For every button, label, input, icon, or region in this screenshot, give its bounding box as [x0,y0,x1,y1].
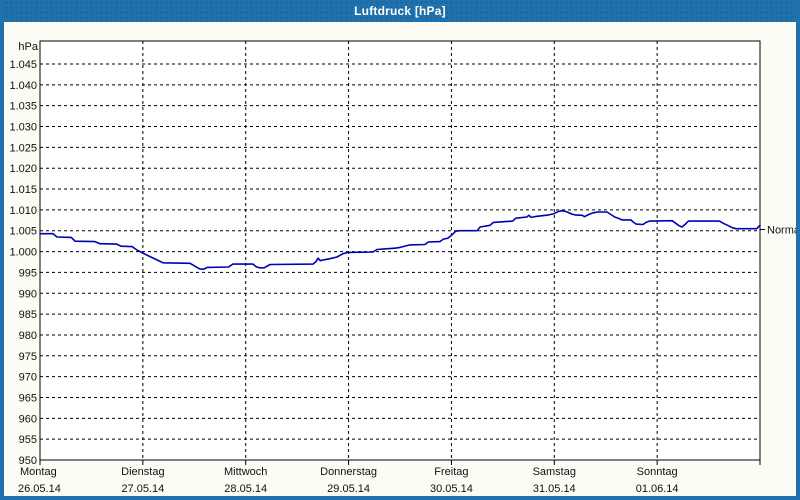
x-axis-date-label: 30.05.14 [430,483,473,495]
x-axis-day-label: Mittwoch [224,466,267,478]
y-axis-label: 1.005 [9,226,37,238]
y-axis-label: 1.010 [9,205,37,217]
y-axis-label: 1.045 [9,59,37,71]
plot-border [39,40,761,461]
y-axis-label: 1.015 [9,184,37,196]
x-axis-date-label: 01.06.14 [636,483,679,495]
y-axis-label: 1.000 [9,247,37,259]
y-axis-unit-label: hPa [18,41,38,53]
pressure-chart-svg: 1.045 1.040 1.035 1.030 1.025 1.020 1.015 1.010… [9,40,800,495]
x-axis-date-label: 27.05.14 [121,483,164,495]
y-axis-label: 1.030 [9,122,37,134]
y-axis-label: 1.020 [9,163,37,175]
x-axis-date-label: 29.05.14 [327,483,370,495]
x-axis-date-label: 26.05.14 [18,483,61,495]
normal-label: Normal [767,224,796,236]
x-axis-day-label: Donnerstag [320,466,377,478]
window-titlebar: Luftdruck [hPa] [4,0,796,22]
y-axis-label: 960 [19,413,37,425]
x-axis-day-label: Sonntag [637,466,678,478]
y-axis-label: 955 [19,434,37,446]
y-axis-label: 980 [19,330,37,342]
y-axis-label: 985 [19,309,37,321]
y-axis-label: 1.040 [9,80,37,92]
x-axis-day-label: Montag [20,466,57,478]
y-axis-label: 1.025 [9,142,37,154]
x-axis-date-label: 28.05.14 [224,483,267,495]
y-axis-label: 975 [19,351,37,363]
y-axis-label: 995 [19,267,37,279]
x-axis-day-label: Freitag [434,466,468,478]
y-axis-label: 950 [19,455,37,467]
plot-area [40,41,760,460]
x-axis-date-label: 31.05.14 [533,483,576,495]
y-axis-label: 990 [19,288,37,300]
pressure-line [39,209,761,270]
x-axis-day-label: Samstag [533,466,576,478]
window-title: Luftdruck [hPa] [354,4,446,18]
x-axis-day-label: Dienstag [121,466,164,478]
pressure-chart: 1.045 1.040 1.035 1.030 1.025 1.020 1.015 1.010… [4,22,800,496]
y-axis-label: 970 [19,372,37,384]
y-axis-label: 1.035 [9,101,37,113]
y-axis-label: 965 [19,392,37,404]
